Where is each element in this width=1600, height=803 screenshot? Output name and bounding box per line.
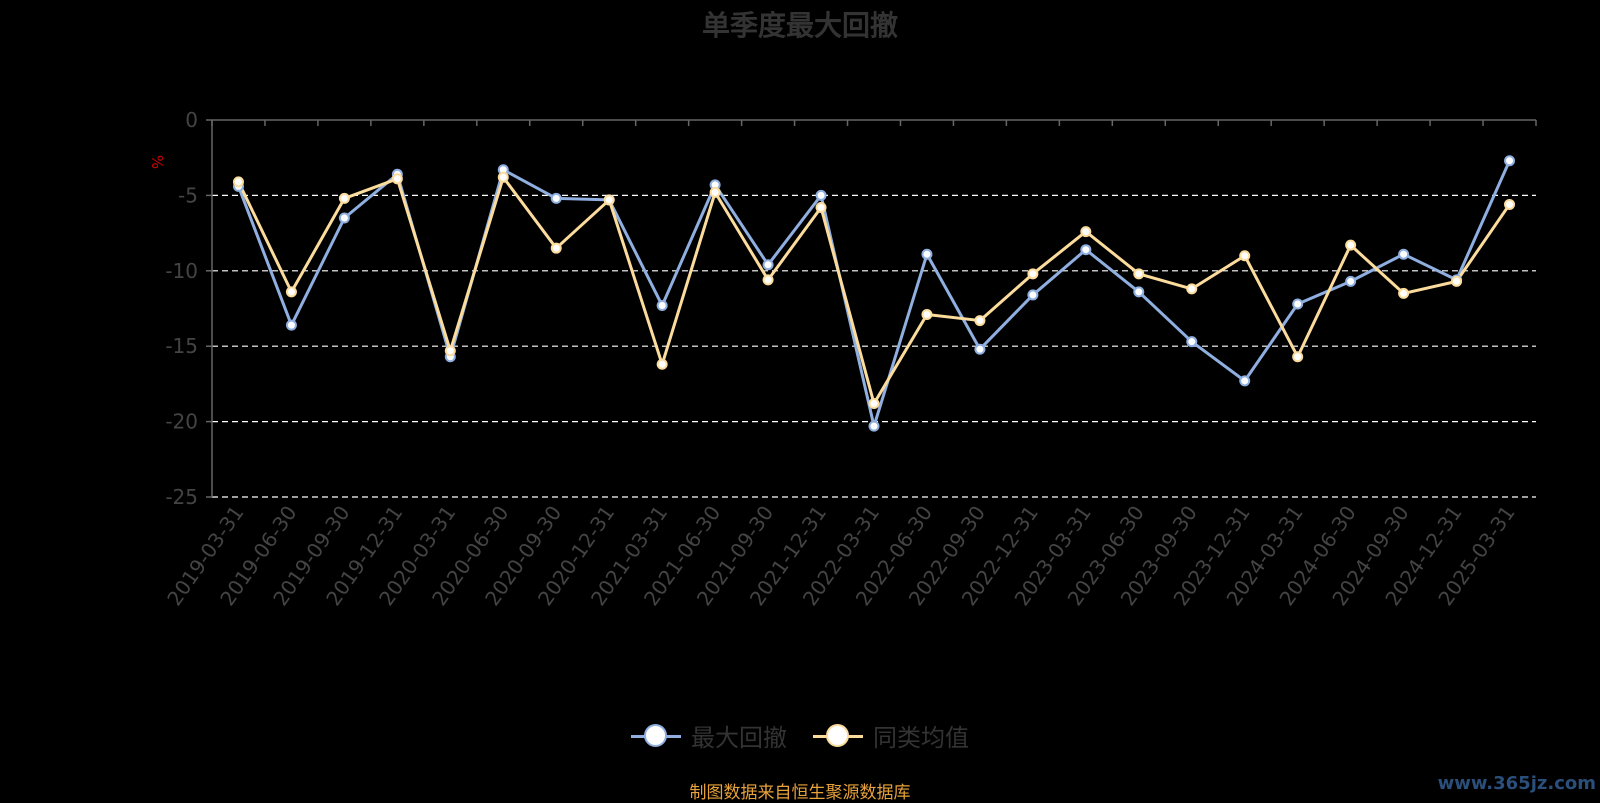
data-source-note: 制图数据来自恒生聚源数据库 <box>689 783 911 803</box>
series-line-0 <box>237 160 1511 428</box>
data-point-0-24 <box>1504 155 1516 167</box>
legend-label-peer-average: 同类均值 <box>873 724 969 752</box>
data-point-0-11 <box>815 189 827 201</box>
data-point-1-17 <box>1133 268 1145 280</box>
data-point-1-7 <box>603 194 615 206</box>
data-point-0-18 <box>1186 336 1198 348</box>
legend-marker-peer-average <box>813 723 863 749</box>
data-point-1-5 <box>497 171 509 183</box>
data-point-0-20 <box>1292 298 1304 310</box>
data-point-1-4 <box>444 345 456 357</box>
y-tick-label: -5 <box>178 183 198 207</box>
chart-legend: 最大回撤 同类均值 <box>0 718 1600 753</box>
data-point-0-10 <box>762 259 774 271</box>
data-point-1-18 <box>1186 283 1198 295</box>
data-point-1-8 <box>656 358 668 370</box>
y-tick-label: -15 <box>165 334 198 358</box>
y-tick-label: -20 <box>165 410 198 434</box>
data-point-1-24 <box>1504 198 1516 210</box>
y-tick-label: -10 <box>165 259 198 283</box>
y-tick-label: 0 <box>185 108 198 132</box>
data-point-1-6 <box>550 242 562 254</box>
data-point-0-22 <box>1398 248 1410 260</box>
legend-item-peer-average[interactable]: 同类均值 <box>813 718 969 753</box>
legend-item-max-drawdown[interactable]: 最大回撤 <box>631 718 787 753</box>
data-point-0-2 <box>338 212 350 224</box>
data-point-0-8 <box>656 299 668 311</box>
data-point-1-14 <box>974 315 986 327</box>
data-point-1-3 <box>391 173 403 185</box>
data-point-1-21 <box>1345 239 1357 251</box>
data-point-1-15 <box>1027 268 1039 280</box>
chart-title: 单季度最大回撤 <box>701 9 898 42</box>
data-point-0-16 <box>1080 244 1092 256</box>
data-point-0-14 <box>974 343 986 355</box>
series-line-1 <box>237 175 1511 406</box>
data-point-0-15 <box>1027 289 1039 301</box>
data-point-1-10 <box>762 274 774 286</box>
data-point-0-19 <box>1239 375 1251 387</box>
data-point-1-0 <box>232 176 244 188</box>
data-point-0-17 <box>1133 286 1145 298</box>
data-point-1-19 <box>1239 250 1251 262</box>
data-point-1-12 <box>868 398 880 410</box>
data-point-0-13 <box>921 248 933 260</box>
data-point-0-21 <box>1345 275 1357 287</box>
legend-label-max-drawdown: 最大回撤 <box>691 724 787 752</box>
watermark: www.365jz.com <box>1437 773 1596 794</box>
data-point-0-6 <box>550 192 562 204</box>
data-point-1-2 <box>338 192 350 204</box>
data-point-0-1 <box>285 319 297 331</box>
y-tick-label: -25 <box>165 485 198 509</box>
legend-marker-max-drawdown <box>631 723 681 749</box>
data-point-1-23 <box>1451 275 1463 287</box>
data-point-1-16 <box>1080 226 1092 238</box>
data-point-0-12 <box>868 420 880 432</box>
data-point-1-22 <box>1398 287 1410 299</box>
data-point-1-11 <box>815 201 827 213</box>
data-point-1-13 <box>921 309 933 321</box>
data-point-1-9 <box>709 186 721 198</box>
data-point-1-1 <box>285 286 297 298</box>
data-point-1-20 <box>1292 351 1304 363</box>
y-axis-unit-label: % <box>148 155 166 169</box>
